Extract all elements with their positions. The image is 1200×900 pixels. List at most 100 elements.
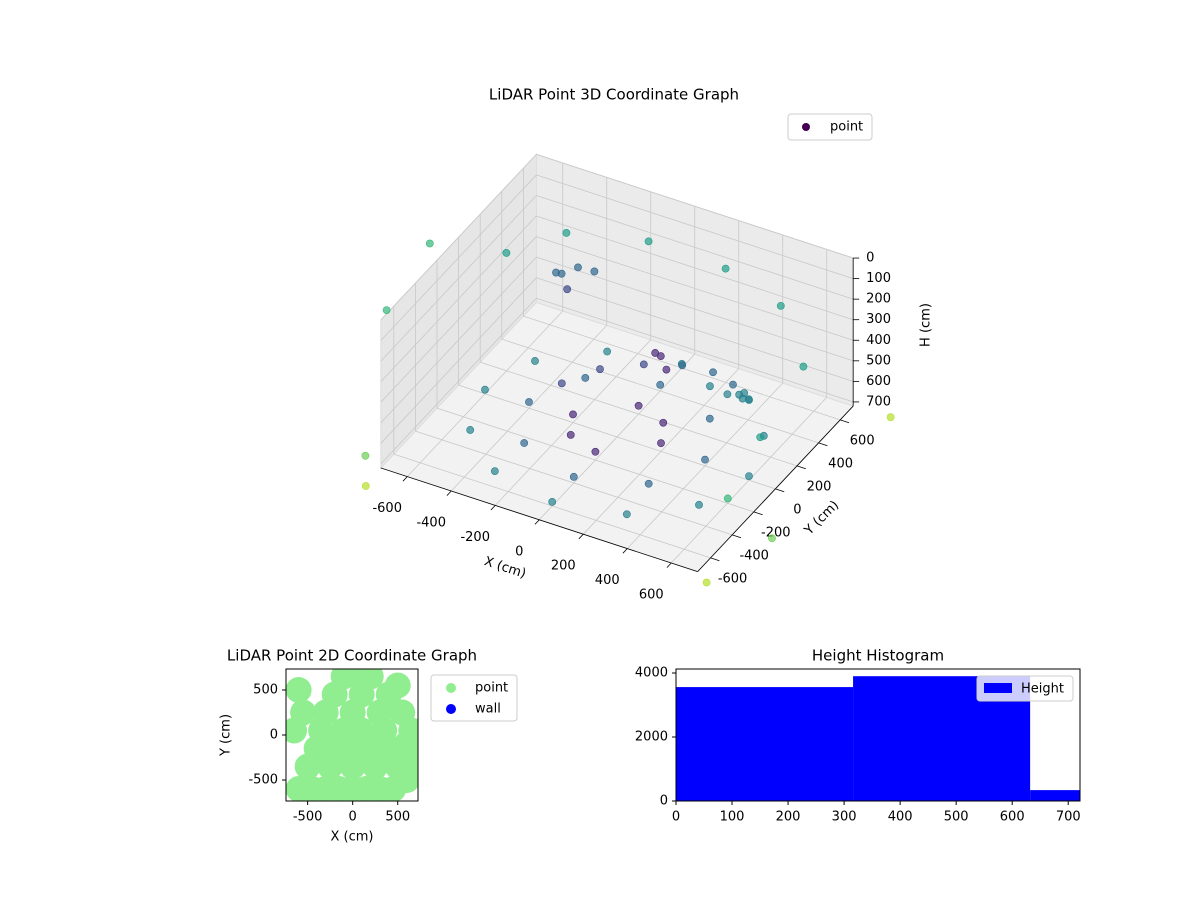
point xyxy=(384,672,411,699)
point xyxy=(596,365,604,374)
point xyxy=(705,414,714,423)
grid-line xyxy=(380,215,537,382)
y-tick-label: 2000 xyxy=(635,730,668,745)
y-axis-label: Y (cm) xyxy=(219,714,234,757)
point xyxy=(361,451,370,460)
x-tick-label: 400 xyxy=(595,573,620,588)
bar xyxy=(676,687,854,801)
x-tick xyxy=(446,490,452,496)
z-tick-label: 600 xyxy=(866,374,891,389)
grid-line xyxy=(536,297,854,403)
y-tick-label: -200 xyxy=(761,525,791,540)
axes-frame xyxy=(675,668,1081,802)
point xyxy=(729,380,737,389)
z-tick-label: 100 xyxy=(866,271,891,286)
point xyxy=(644,479,653,488)
x-tick-label: 0 xyxy=(349,810,357,825)
legend-box xyxy=(430,674,518,722)
grid-line xyxy=(415,430,733,536)
x-tick-label: 0 xyxy=(515,544,523,559)
grid-line xyxy=(380,195,537,362)
x-tick-label: 500 xyxy=(944,810,969,825)
z-tick-label: 300 xyxy=(866,312,891,327)
grid-line xyxy=(501,338,819,444)
y-tick-label: -400 xyxy=(739,548,769,563)
point xyxy=(557,379,566,388)
y-tick xyxy=(732,534,742,539)
y-tick-label: 500 xyxy=(253,682,278,697)
x-tick-label: 700 xyxy=(1056,810,1081,825)
y-tick-label: -500 xyxy=(248,773,278,788)
grid-line xyxy=(380,277,537,444)
point xyxy=(622,510,631,519)
legend-label: point xyxy=(830,120,863,135)
x-tick xyxy=(490,505,496,511)
point xyxy=(768,534,776,543)
point xyxy=(651,349,660,357)
y-tick xyxy=(840,419,850,424)
point xyxy=(520,439,529,447)
grid-line xyxy=(380,174,537,341)
x-tick-label: -400 xyxy=(416,516,446,531)
z-tick-label: 700 xyxy=(866,394,891,409)
point xyxy=(706,382,714,391)
x-tick-label: 200 xyxy=(551,559,576,574)
point xyxy=(531,357,539,365)
point xyxy=(659,418,668,427)
y-tick xyxy=(796,465,806,470)
point xyxy=(548,497,557,506)
point xyxy=(738,394,747,403)
grid-line xyxy=(436,407,754,513)
x-tick xyxy=(666,562,672,568)
point xyxy=(695,500,703,509)
point xyxy=(701,455,709,464)
y-tick-label: 0 xyxy=(793,502,801,517)
grid-line xyxy=(536,174,854,279)
point xyxy=(745,396,753,404)
point xyxy=(552,268,560,277)
chart-title: LiDAR Point 3D Coordinate Graph xyxy=(489,86,739,104)
point xyxy=(581,374,590,382)
y-tick-label: 400 xyxy=(828,456,853,471)
point xyxy=(756,433,765,442)
x-tick xyxy=(402,476,408,482)
grid-line xyxy=(536,215,854,321)
bar xyxy=(1030,790,1080,801)
grid-line xyxy=(458,384,776,490)
x-tick-label: 600 xyxy=(639,588,664,603)
point xyxy=(776,301,785,310)
y-tick-label: 0 xyxy=(660,794,668,809)
point xyxy=(723,494,732,503)
x-tick-label: 400 xyxy=(888,810,913,825)
point xyxy=(425,239,434,248)
x-tick-label: 100 xyxy=(720,810,745,825)
grid-line xyxy=(393,453,711,559)
point xyxy=(562,229,571,237)
legend-swatch xyxy=(984,683,1012,693)
legend-label: point xyxy=(475,681,508,696)
point xyxy=(657,439,665,448)
z-tick-label: 200 xyxy=(866,292,891,307)
point xyxy=(656,380,665,389)
point xyxy=(339,669,366,685)
point xyxy=(490,467,499,475)
legend-box xyxy=(787,113,873,141)
chart-title: LiDAR Point 2D Coordinate Graph xyxy=(227,647,477,665)
x-tick-label: -600 xyxy=(372,501,402,516)
point xyxy=(662,365,671,374)
point xyxy=(590,267,599,276)
point xyxy=(799,362,808,371)
y-tick-label: 600 xyxy=(850,433,875,448)
z-axis-label: H (cm) xyxy=(919,303,934,347)
legend-marker xyxy=(802,123,810,131)
point xyxy=(603,347,612,356)
x-tick-label: -500 xyxy=(293,810,323,825)
x-tick xyxy=(534,519,540,525)
point xyxy=(745,472,753,480)
point xyxy=(569,472,578,481)
grid-line xyxy=(536,195,854,300)
legend-marker xyxy=(446,683,456,693)
y-tick xyxy=(710,557,720,562)
grid-line xyxy=(536,256,854,362)
point xyxy=(702,578,711,587)
